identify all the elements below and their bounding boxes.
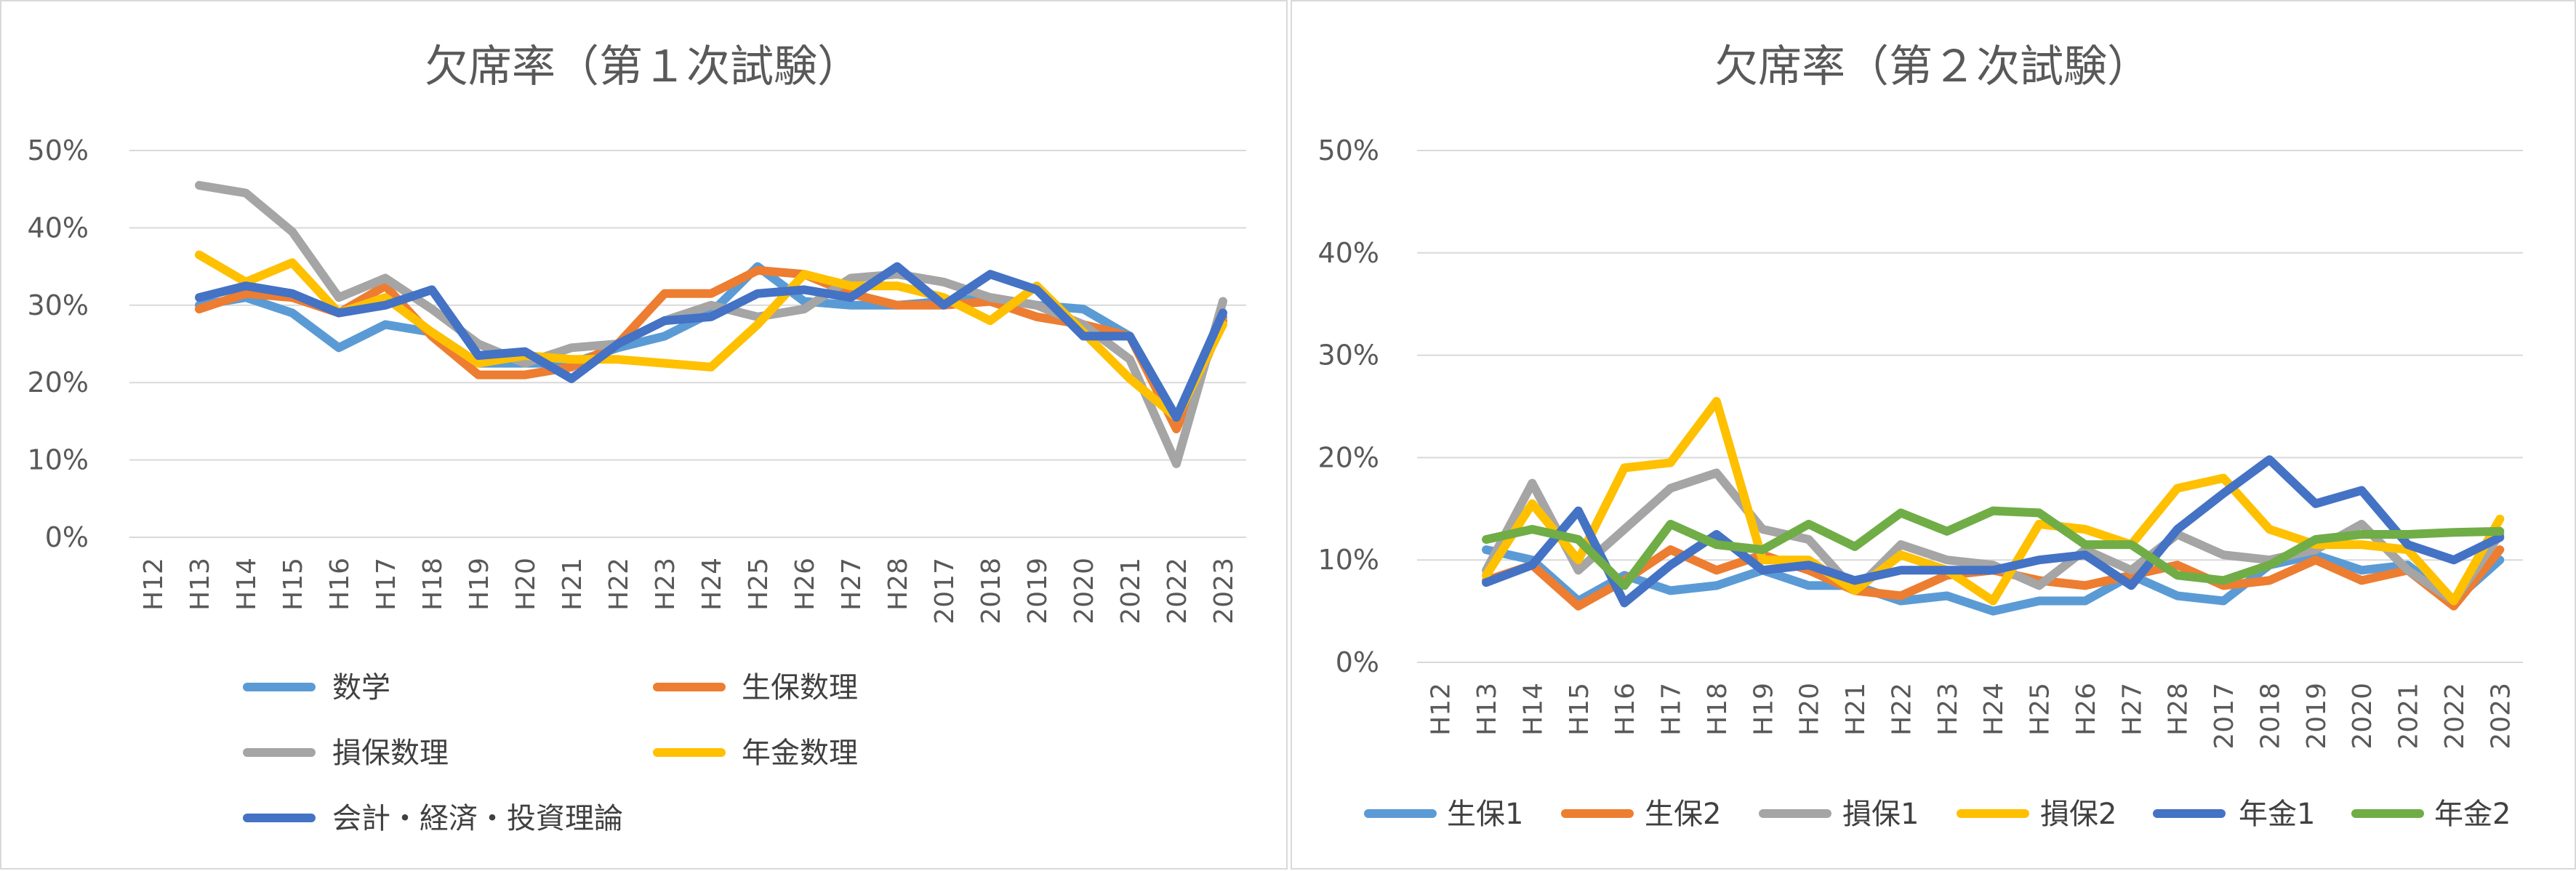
y-tick-label: 0% <box>1336 646 1379 678</box>
x-tick-label: H20 <box>1795 683 1825 736</box>
x-tick-label: H24 <box>1979 683 2009 736</box>
chart-title: 欠席率（第１次試験） <box>425 41 861 92</box>
x-tick-label: H16 <box>325 558 355 611</box>
x-tick-label: 2021 <box>2394 683 2424 750</box>
x-tick-label: 2022 <box>1163 558 1192 625</box>
x-tick-label: 2017 <box>930 558 960 625</box>
series-line <box>195 180 1227 468</box>
x-tick-label: H13 <box>1472 683 1502 736</box>
legend-label: 年金1 <box>2239 798 2315 831</box>
x-tick-label: H17 <box>372 558 401 611</box>
x-tick-label: H13 <box>185 558 215 611</box>
series-line <box>195 265 1227 433</box>
series-line <box>1482 397 2505 606</box>
x-tick-label: H22 <box>604 558 634 611</box>
x-tick-label: H21 <box>1841 683 1871 736</box>
series-line <box>1482 455 2505 608</box>
x-tick-label: H28 <box>883 558 913 611</box>
y-tick-label: 50% <box>28 135 89 166</box>
legend-label: 生保数理 <box>742 671 858 705</box>
x-tick-label: 2019 <box>1023 558 1053 625</box>
y-tick-label: 0% <box>45 521 89 553</box>
legend-label: 損保2 <box>2040 798 2116 831</box>
y-tick-label: 30% <box>28 289 89 321</box>
chart-second-exam: 欠席率（第２次試験） 0% 10% 20% 30% 40% 50% H12 H13 H14 H15 H… <box>1318 41 2523 831</box>
y-tick-label: 10% <box>28 444 89 476</box>
x-tick-label: 2023 <box>2486 683 2516 750</box>
x-tick-label: 2023 <box>1209 558 1239 625</box>
x-tick-label: H26 <box>2071 683 2101 736</box>
legend-label: 会計・経済・投資理論 <box>332 802 623 835</box>
x-tick-label: H20 <box>511 558 541 611</box>
x-tick-label: H25 <box>2026 683 2055 736</box>
x-tick-label: 2022 <box>2440 683 2470 750</box>
x-tick-label: H26 <box>790 558 820 611</box>
legend-label: 損保1 <box>1842 798 1919 831</box>
x-tick-label: H14 <box>1518 683 1548 736</box>
legend-label: 年金数理 <box>742 736 858 770</box>
x-tick-label: H12 <box>1427 683 1456 736</box>
y-tick-label: 30% <box>1318 340 1379 372</box>
chart-panel-first-exam: 欠席率（第１次試験） 0% 10% 20% 30% 40% 50% H12 H13 H14 H15 H… <box>0 0 1288 870</box>
legend-label: 年金2 <box>2434 798 2511 831</box>
y-tick-label: 20% <box>28 366 89 398</box>
chart-panel-second-exam: 欠席率（第２次試験） 0% 10% 20% 30% 40% 50% H12 H13 H14 H15 H… <box>1291 0 2576 870</box>
chart-title: 欠席率（第２次試験） <box>1714 41 2151 92</box>
x-tick-label: H27 <box>837 558 867 611</box>
x-tick-label: H25 <box>744 558 774 611</box>
x-tick-label: H15 <box>1565 683 1594 736</box>
x-tick-label: H18 <box>1703 683 1733 736</box>
x-tick-label: H24 <box>697 558 727 611</box>
x-tick-label: 2021 <box>1116 558 1146 625</box>
y-tick-label: 20% <box>1318 441 1379 473</box>
legend-label: 生保2 <box>1645 798 1721 831</box>
series-line <box>1482 545 2505 616</box>
x-tick-label: 2020 <box>2348 683 2378 750</box>
x-tick-label: 2020 <box>1070 558 1099 625</box>
x-tick-label: H19 <box>465 558 494 611</box>
x-tick-label: H12 <box>139 558 169 611</box>
x-tick-label: H28 <box>2164 683 2194 736</box>
series-line <box>1482 506 2505 590</box>
x-tick-label: 2018 <box>2255 683 2285 750</box>
y-tick-label: 40% <box>28 212 89 244</box>
x-tick-label: H22 <box>1887 683 1917 736</box>
series-line <box>195 262 1227 422</box>
x-tick-label: H27 <box>2117 683 2147 736</box>
legend-label: 損保数理 <box>332 736 449 770</box>
x-tick-label: H23 <box>651 558 681 611</box>
y-tick-label: 40% <box>1318 237 1379 269</box>
y-tick-label: 10% <box>1318 544 1379 576</box>
x-tick-label: 2019 <box>2302 683 2332 750</box>
chart-first-exam: 欠席率（第１次試験） 0% 10% 20% 30% 40% 50% H12 H13 H14 H15 H… <box>28 41 1246 835</box>
x-tick-label: 2017 <box>2210 683 2239 750</box>
x-tick-label: 2018 <box>976 558 1006 625</box>
y-tick-label: 50% <box>1318 135 1379 166</box>
legend-label: 生保1 <box>1447 798 1523 831</box>
x-tick-label: H19 <box>1749 683 1778 736</box>
x-tick-label: H15 <box>278 558 308 611</box>
x-tick-label: H14 <box>232 558 262 611</box>
x-tick-label: H21 <box>558 558 587 611</box>
x-tick-label: H18 <box>418 558 448 611</box>
x-tick-label: H17 <box>1657 683 1687 736</box>
legend-label: 数学 <box>332 671 390 705</box>
x-tick-label: H23 <box>1933 683 1963 736</box>
x-tick-label: H16 <box>1610 683 1640 736</box>
